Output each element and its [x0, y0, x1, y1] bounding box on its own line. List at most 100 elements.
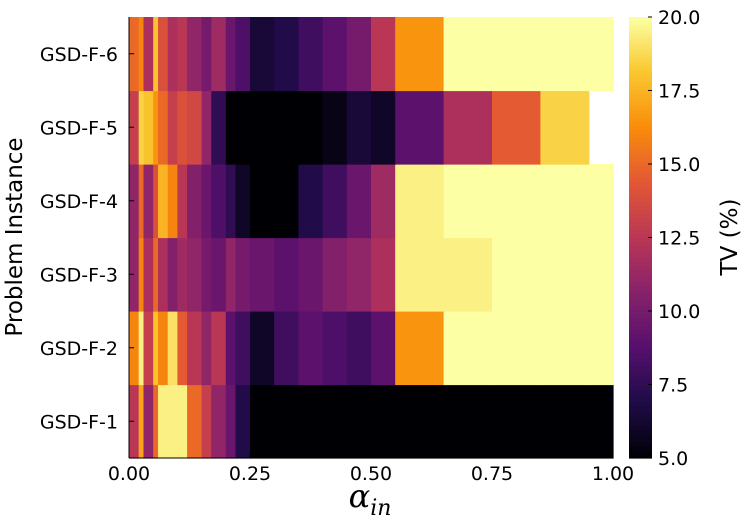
heatmap-cell	[153, 311, 159, 386]
heatmap-cell	[250, 164, 275, 239]
heatmap-cell	[322, 17, 348, 92]
colorbar-segment	[629, 373, 652, 379]
heatmap-cell	[274, 90, 299, 165]
colorbar-segment	[629, 133, 652, 138]
heatmap-cell	[153, 237, 159, 312]
heatmap-cell	[211, 90, 227, 165]
heatmap-cell	[395, 90, 445, 165]
heatmap-cell	[274, 17, 299, 92]
colorbar-segment	[629, 189, 652, 194]
heatmap-cell	[395, 237, 445, 312]
colorbar-segment	[629, 385, 652, 391]
heatmap-cell	[346, 164, 372, 239]
colorbar-segment	[629, 421, 652, 427]
heatmap-cell	[177, 17, 188, 92]
colorbar-segment	[629, 169, 652, 174]
heatmap-cell	[443, 90, 493, 165]
colorbar-segment	[629, 49, 652, 54]
heatmap-cell	[274, 384, 299, 459]
colorbar-segment	[629, 389, 652, 395]
y-tick-label: GSD-F-5	[40, 117, 118, 139]
heatmap-cell	[443, 384, 493, 459]
colorbar-segment	[629, 193, 652, 199]
colorbar-segment	[629, 205, 652, 211]
y-tick-label: GSD-F-3	[40, 264, 118, 286]
colorbar-segment	[629, 257, 652, 263]
heatmap-cell	[201, 237, 212, 312]
heatmap-cell	[138, 17, 145, 92]
colorbar-segment	[629, 277, 652, 283]
colorbar-segment	[629, 177, 652, 182]
colorbar-segment	[629, 333, 652, 339]
x-tick-label: 0.50	[350, 463, 392, 485]
colorbar-segment	[629, 453, 652, 459]
heatmap-cell	[153, 164, 159, 239]
heatmap-cell	[235, 90, 251, 165]
colorbar-segment	[629, 153, 652, 158]
heatmap-cell	[143, 90, 154, 165]
colorbar-tick-label: 5.0	[658, 448, 688, 470]
heatmap-cell	[346, 384, 372, 459]
heatmap-cell	[588, 164, 614, 239]
heatmap-cell	[250, 311, 275, 386]
heatmap-cell	[346, 237, 372, 312]
colorbar-segment	[629, 145, 652, 150]
heatmap-cell	[153, 384, 159, 459]
colorbar-segment	[629, 57, 652, 62]
heatmap-cell	[298, 164, 324, 239]
heatmap-cell	[201, 311, 212, 386]
heatmap-cell	[187, 311, 203, 386]
heatmap-cell	[153, 17, 159, 92]
heatmap-cell	[129, 90, 140, 165]
colorbar-segment	[629, 21, 652, 26]
colorbar-segment	[629, 93, 652, 98]
heatmap-cell	[371, 311, 396, 386]
colorbar-segment	[629, 433, 652, 439]
heatmap-cell	[177, 311, 188, 386]
colorbar-segment	[629, 173, 652, 178]
colorbar-tick-label: 15.0	[658, 154, 700, 176]
heatmap-cell	[153, 90, 159, 165]
colorbar-segment	[629, 293, 652, 299]
heatmap-cell	[225, 311, 237, 386]
colorbar-segment	[629, 89, 652, 94]
colorbar-segment	[629, 357, 652, 363]
colorbar-segment	[629, 409, 652, 415]
heatmap-cell	[274, 164, 299, 239]
heatmap-cell	[274, 311, 299, 386]
colorbar-segment	[629, 341, 652, 347]
heatmap-cell	[129, 17, 140, 92]
heatmap-cell	[201, 384, 212, 459]
colorbar-segment	[629, 109, 652, 114]
colorbar-segment	[629, 65, 652, 70]
heatmap-cell	[177, 384, 188, 459]
heatmap-cell	[158, 311, 169, 386]
y-tick-label: GSD-F-1	[40, 411, 118, 433]
heatmap-cell	[540, 311, 590, 386]
colorbar-segment	[629, 165, 652, 170]
colorbar-segment	[629, 325, 652, 331]
x-tick-label: 1.00	[592, 463, 634, 485]
heatmap-cell	[167, 17, 178, 92]
colorbar-segment	[629, 429, 652, 435]
colorbar-segment	[629, 425, 652, 431]
colorbar-segment	[629, 157, 652, 162]
heatmap-cell	[235, 237, 251, 312]
heatmap-cell	[322, 164, 348, 239]
heatmap-cell	[492, 237, 541, 312]
x-axis-label: αin	[349, 477, 392, 521]
y-tick-label: GSD-F-6	[40, 44, 118, 66]
colorbar-segment	[629, 25, 652, 30]
colorbar-segment	[629, 37, 652, 42]
heatmap-cell	[235, 17, 251, 92]
colorbar-segment	[629, 285, 652, 291]
colorbar-segment	[629, 265, 652, 271]
heatmap-cell	[298, 237, 324, 312]
x-tick-label: 0.25	[229, 463, 271, 485]
heatmap-cell	[371, 90, 396, 165]
heatmap-cell	[346, 17, 372, 92]
heatmap-cell	[298, 311, 324, 386]
heatmap-cell	[443, 311, 493, 386]
colorbar-segment	[629, 393, 652, 399]
colorbar-segment	[629, 233, 652, 239]
